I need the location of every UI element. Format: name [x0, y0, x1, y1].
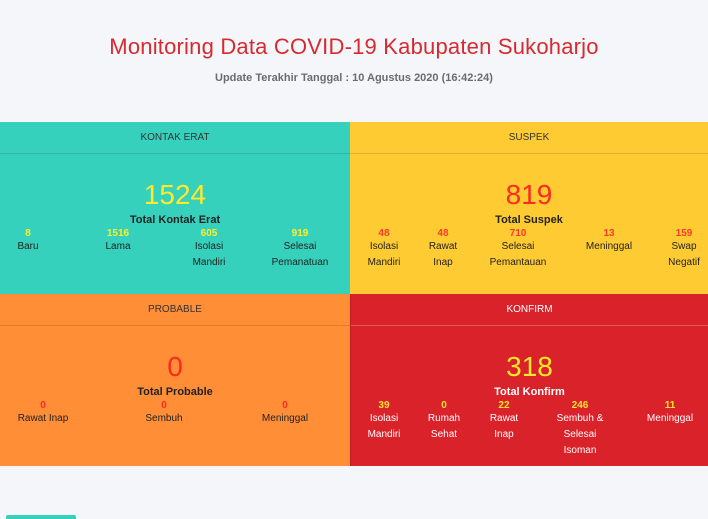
stat-label: Rumah — [427, 413, 461, 424]
total-label: Total Kontak Erat — [129, 214, 221, 226]
footer-tab[interactable] — [6, 515, 76, 519]
total-value: 819 — [505, 179, 553, 210]
stat-label: Rawat — [489, 413, 519, 424]
stat-label: Mandiri — [192, 257, 226, 268]
kontak-erat-panel: KONTAK ERAT 1524 Total Kontak Erat 8 Baru… — [0, 122, 350, 294]
stat-label: Sembuh & — [556, 413, 604, 424]
suspek-panel: SUSPEK 819 Total Suspek 48 Isolasi Mandiri… — [350, 122, 708, 294]
stat-value: 1516 — [106, 228, 130, 239]
panel-heading: PROBABLE — [0, 294, 350, 326]
stat-label: Negatif — [668, 257, 700, 268]
stat-item: 710 Selesai Pemantauan — [490, 228, 547, 271]
total-value: 318 — [506, 351, 553, 382]
total-value: 0 — [167, 351, 183, 382]
stat-value: 0 — [40, 400, 46, 411]
stat-label: Swap — [671, 241, 697, 252]
stat-item: 0 Rawat Inap — [18, 400, 69, 427]
stat-label: Rawat Inap — [17, 413, 69, 424]
konfirm-panel: KONFIRM 318 Total Konfirm 39 Isolasi Mandi… — [350, 294, 708, 466]
total-label: Total Konfirm — [494, 386, 565, 398]
stat-item: 0 Sembuh — [145, 400, 182, 427]
stat-value: 919 — [291, 228, 309, 239]
stat-value: 13 — [603, 228, 615, 239]
stat-item: 605 Isolasi Mandiri — [193, 228, 226, 271]
stat-label: Meninggal — [585, 241, 633, 252]
stat-item: 919 Selesai Pemanatuan — [272, 228, 329, 271]
stat-label: Pemantauan — [489, 257, 547, 268]
stat-label: Sehat — [430, 429, 458, 440]
stat-item: 48 Rawat Inap — [429, 228, 457, 271]
stat-value: 0 — [161, 400, 167, 411]
stat-value: 48 — [437, 228, 449, 239]
stat-row: 8 Baru 1516 Lama 605 Isolasi Mandiri 919 Selesai… — [0, 228, 350, 288]
page-title: Monitoring Data COVID-19 Kabupaten Sukoh… — [109, 34, 599, 59]
stat-item: 39 Isolasi Mandiri — [368, 400, 401, 443]
stat-item: 13 Meninggal — [586, 228, 632, 255]
total-label: Total Probable — [137, 386, 213, 398]
total-label: Total Suspek — [495, 214, 563, 226]
panel-heading: SUSPEK — [350, 122, 708, 154]
stat-value: 159 — [675, 228, 693, 239]
stat-label: Isolasi — [369, 413, 399, 424]
panel-heading: KONFIRM — [351, 294, 708, 326]
last-updated-text: Update Terakhir Tanggal : 10 Agustus 202… — [215, 72, 493, 84]
stat-item: 159 Swap Negatif — [668, 228, 700, 271]
stat-label: Sembuh — [145, 413, 183, 424]
stat-label: Inap — [494, 429, 514, 440]
page-header: Monitoring Data COVID-19 Kabupaten Sukoh… — [0, 0, 708, 122]
stat-label: Rawat — [428, 241, 458, 252]
stat-label: Isolasi — [369, 241, 399, 252]
stat-item: 11 Meninggal — [647, 400, 693, 427]
probable-panel: PROBABLE 0 Total Probable 0 Rawat Inap 0 Se… — [0, 294, 350, 466]
stat-item: 0 Rumah Sehat — [428, 400, 460, 443]
stat-label: Mandiri — [367, 257, 401, 268]
stat-label: Selesai — [283, 241, 317, 252]
stat-item: 8 Baru — [17, 228, 38, 255]
stat-value: 39 — [378, 400, 390, 411]
total-value: 1524 — [143, 179, 207, 210]
stat-label: Lama — [105, 241, 131, 252]
stat-item: 1516 Lama — [105, 228, 130, 255]
stat-value: 11 — [664, 400, 676, 411]
stat-label: Pemanatuan — [271, 257, 329, 268]
stat-item: 22 Rawat Inap — [490, 400, 518, 443]
stat-value: 605 — [200, 228, 218, 239]
stat-label: Baru — [17, 241, 39, 252]
stat-row: 48 Isolasi Mandiri 48 Rawat Inap 710 Selesai Pem… — [350, 228, 708, 288]
stat-row: 0 Rawat Inap 0 Sembuh 0 Meninggal — [0, 400, 350, 460]
stat-label: Isoman — [563, 445, 597, 456]
stat-value: 8 — [25, 228, 31, 239]
stat-value: 0 — [441, 400, 447, 411]
stat-value: 246 — [571, 400, 589, 411]
stat-row: 39 Isolasi Mandiri 0 Rumah Sehat 22 Rawat Inap 24… — [351, 400, 708, 460]
stat-value: 0 — [282, 400, 288, 411]
stat-label: Selesai — [563, 429, 597, 440]
stat-label: Selesai — [501, 241, 535, 252]
stat-item: 48 Isolasi Mandiri — [368, 228, 401, 271]
panel-heading: KONTAK ERAT — [0, 122, 350, 154]
stat-item: 246 Sembuh & Selesai Isoman — [557, 400, 604, 459]
stat-label: Isolasi — [194, 241, 224, 252]
stat-value: 22 — [498, 400, 510, 411]
stat-value: 710 — [509, 228, 527, 239]
stat-item: 0 Meninggal — [262, 400, 308, 427]
stat-value: 48 — [378, 228, 390, 239]
stat-label: Meninggal — [646, 413, 694, 424]
stat-label: Meninggal — [261, 413, 309, 424]
stat-label: Inap — [433, 257, 453, 268]
stat-label: Mandiri — [367, 429, 401, 440]
